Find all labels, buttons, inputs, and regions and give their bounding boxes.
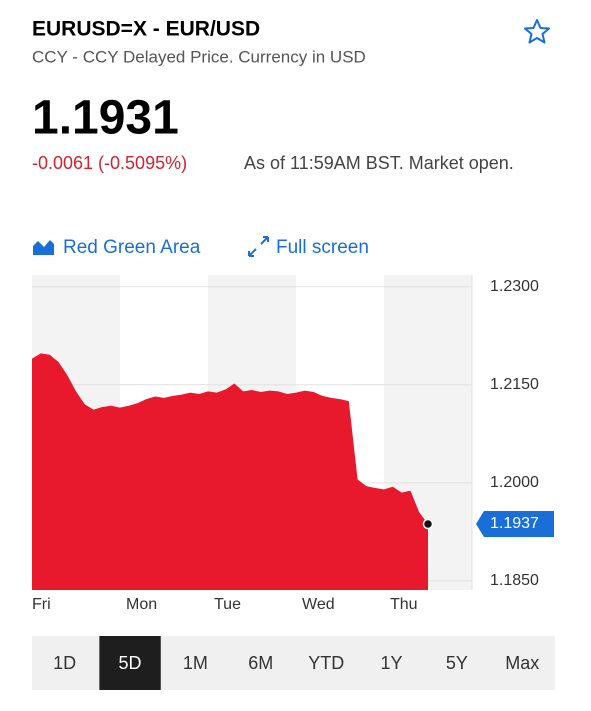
price-change: -0.0061 (-0.5095%) [32,153,187,173]
range-label: 1Y [381,653,403,673]
y-tick-label: 1.2300 [490,278,539,295]
current-price-label: 1.1937 [490,515,539,532]
range-button[interactable]: 5Y [446,653,468,673]
range-label: Max [505,653,539,673]
range-button[interactable]: YTD [308,653,344,673]
watchlist-star[interactable] [524,19,550,44]
y-tick-label: 1.2150 [490,376,539,393]
range-label: 1D [53,653,76,673]
as-of: As of 11:59AM BST. Market open. [244,153,514,173]
fullscreen-button[interactable]: Full screen [248,236,369,258]
range-label: YTD [308,653,344,673]
range-button[interactable]: 1Y [381,653,403,673]
subtitle: CCY - CCY Delayed Price. Currency in USD [32,47,366,66]
range-button[interactable]: 1D [53,653,76,673]
price: 1.1931 [32,92,179,145]
x-tick-label: Tue [214,596,241,613]
chart-type-label: Red Green Area [63,237,201,258]
last-point [422,518,434,530]
ticker-title: EURUSD=X - EUR/USD [32,18,260,41]
current-price-tag [476,510,554,537]
range-label: 6M [248,653,273,673]
range-label: 5Y [446,653,468,673]
range-button[interactable]: Max [505,653,539,673]
fullscreen-label: Full screen [276,237,369,258]
fullscreen-icon [248,236,269,257]
chart-type-button[interactable]: Red Green Area [33,237,201,258]
range-selected [99,636,161,690]
x-tick-label: Mon [126,596,157,613]
range-button[interactable]: 6M [248,653,273,673]
range-label: 1M [183,653,208,673]
area-icon [33,240,54,255]
y-tick-label: 1.2000 [490,474,539,491]
x-tick-label: Thu [390,596,418,613]
range-button[interactable]: 1M [183,653,208,673]
x-tick-label: Fri [32,596,51,613]
x-tick-label: Wed [302,596,335,613]
range-label: 5D [119,653,142,673]
y-tick-label: 1.1850 [490,572,539,589]
range-button[interactable]: 5D [99,636,161,690]
price-area [32,353,428,590]
